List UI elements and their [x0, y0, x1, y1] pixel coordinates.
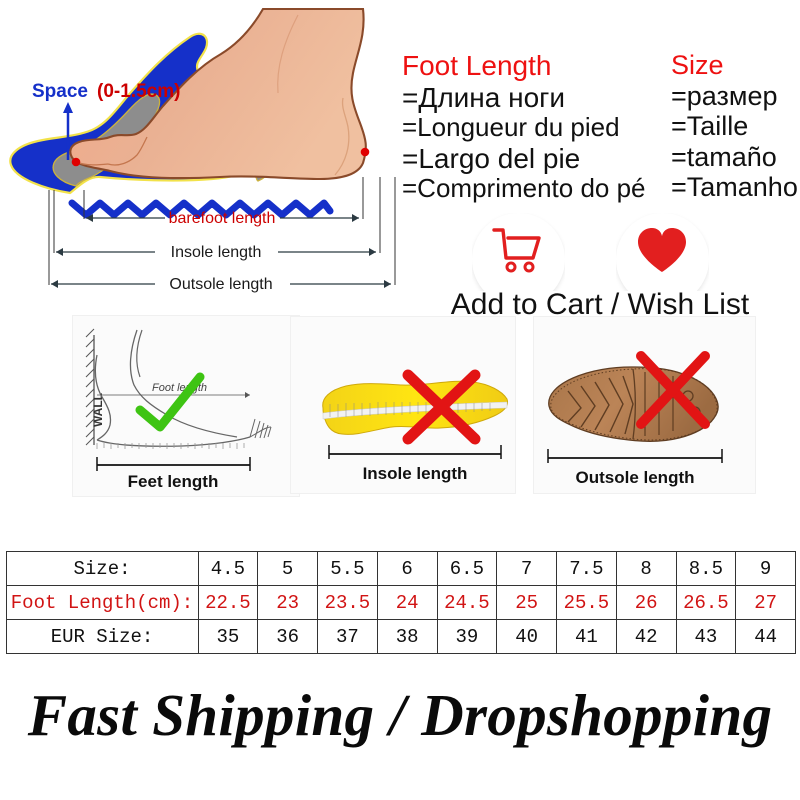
svg-text:Feet length: Feet length [128, 472, 219, 491]
svg-text:(0-1.5cm): (0-1.5cm) [97, 81, 180, 102]
svg-text:Insole length: Insole length [363, 464, 468, 483]
svg-text:Space: Space [32, 81, 88, 102]
svg-text:Insole length: Insole length [171, 244, 262, 261]
svg-text:Outsole length: Outsole length [576, 468, 695, 487]
svg-text:Outsole length: Outsole length [169, 276, 272, 293]
svg-text:barefoot length: barefoot length [169, 210, 276, 227]
